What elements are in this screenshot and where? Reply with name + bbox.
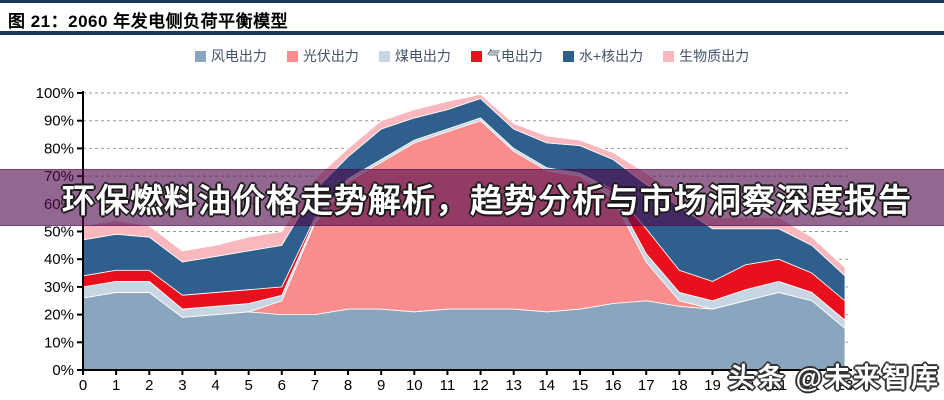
- legend-swatch-icon: [378, 50, 390, 62]
- legend-label: 气电出力: [486, 48, 543, 64]
- y-tick-label: 20%: [44, 307, 74, 324]
- x-tick-label: 18: [671, 377, 688, 394]
- y-tick-label: 0%: [52, 362, 74, 379]
- x-tick-label: 8: [344, 377, 352, 394]
- header-top-rule: [0, 0, 944, 3]
- y-tick-label: 100%: [36, 85, 74, 102]
- x-tick-label: 3: [178, 377, 186, 394]
- legend-label: 风电出力: [210, 48, 267, 64]
- x-tick-label: 14: [538, 377, 555, 394]
- legend-label: 生物质出力: [679, 48, 750, 64]
- headline-overlay-banner: 环保燃料油价格走势解析，趋势分析与市场洞察深度报告: [0, 169, 944, 226]
- x-tick-label: 4: [211, 377, 219, 394]
- legend-swatch-icon: [286, 50, 298, 62]
- x-tick-label: 2: [145, 377, 153, 394]
- x-tick-label: 21: [770, 377, 787, 394]
- chart-legend: 风电出力 光伏出力 煤电出力 气电出力 水+核出力 生物质出力: [0, 46, 944, 66]
- y-tick-label: 50%: [44, 224, 74, 241]
- x-tick-label: 17: [638, 377, 655, 394]
- x-tick-label: 11: [440, 377, 456, 394]
- headline-overlay-text: 环保燃料油价格走势解析，趋势分析与市场洞察深度报告: [62, 181, 912, 219]
- x-tick-label: 1: [112, 377, 120, 394]
- x-tick-label: 5: [244, 377, 252, 394]
- x-tick-label: 15: [572, 377, 589, 394]
- x-tick-label: 23: [837, 377, 854, 394]
- y-tick-label: 80%: [44, 140, 74, 157]
- x-tick-label: 0: [79, 377, 87, 394]
- figure-title: 图 21：2060 年发电侧负荷平衡模型: [8, 12, 289, 31]
- legend-item-3: 气电出力: [470, 46, 543, 66]
- legend-label: 煤电出力: [394, 48, 451, 64]
- y-tick-label: 10%: [44, 334, 74, 351]
- y-tick-label: 40%: [44, 251, 74, 268]
- legend-item-5: 生物质出力: [663, 46, 749, 66]
- legend-item-4: 水+核出力: [562, 46, 644, 66]
- x-tick-label: 9: [377, 377, 385, 394]
- legend-swatch-icon: [663, 50, 675, 62]
- legend-label: 光伏出力: [302, 48, 359, 64]
- x-tick-label: 20: [737, 377, 754, 394]
- legend-swatch-icon: [562, 50, 574, 62]
- y-tick-label: 30%: [44, 279, 74, 296]
- x-tick-label: 6: [278, 377, 286, 394]
- x-tick-label: 12: [472, 377, 489, 394]
- figure-header: 图 21：2060 年发电侧负荷平衡模型: [8, 7, 938, 31]
- x-tick-label: 22: [804, 377, 821, 394]
- legend-swatch-icon: [470, 50, 482, 62]
- watermark-text: 头条 @未来智库: [728, 363, 940, 393]
- legend-item-2: 煤电出力: [378, 46, 451, 66]
- x-tick-label: 10: [406, 377, 423, 394]
- x-tick-label: 19: [704, 377, 721, 394]
- legend-item-0: 风电出力: [194, 46, 267, 66]
- legend-swatch-icon: [194, 50, 206, 62]
- header-divider: [0, 31, 944, 35]
- x-tick-label: 7: [311, 377, 319, 394]
- legend-item-1: 光伏出力: [286, 46, 359, 66]
- x-tick-label: 16: [605, 377, 622, 394]
- legend-label: 水+核出力: [578, 48, 644, 64]
- y-tick-label: 90%: [44, 113, 74, 130]
- x-tick-label: 13: [505, 377, 522, 394]
